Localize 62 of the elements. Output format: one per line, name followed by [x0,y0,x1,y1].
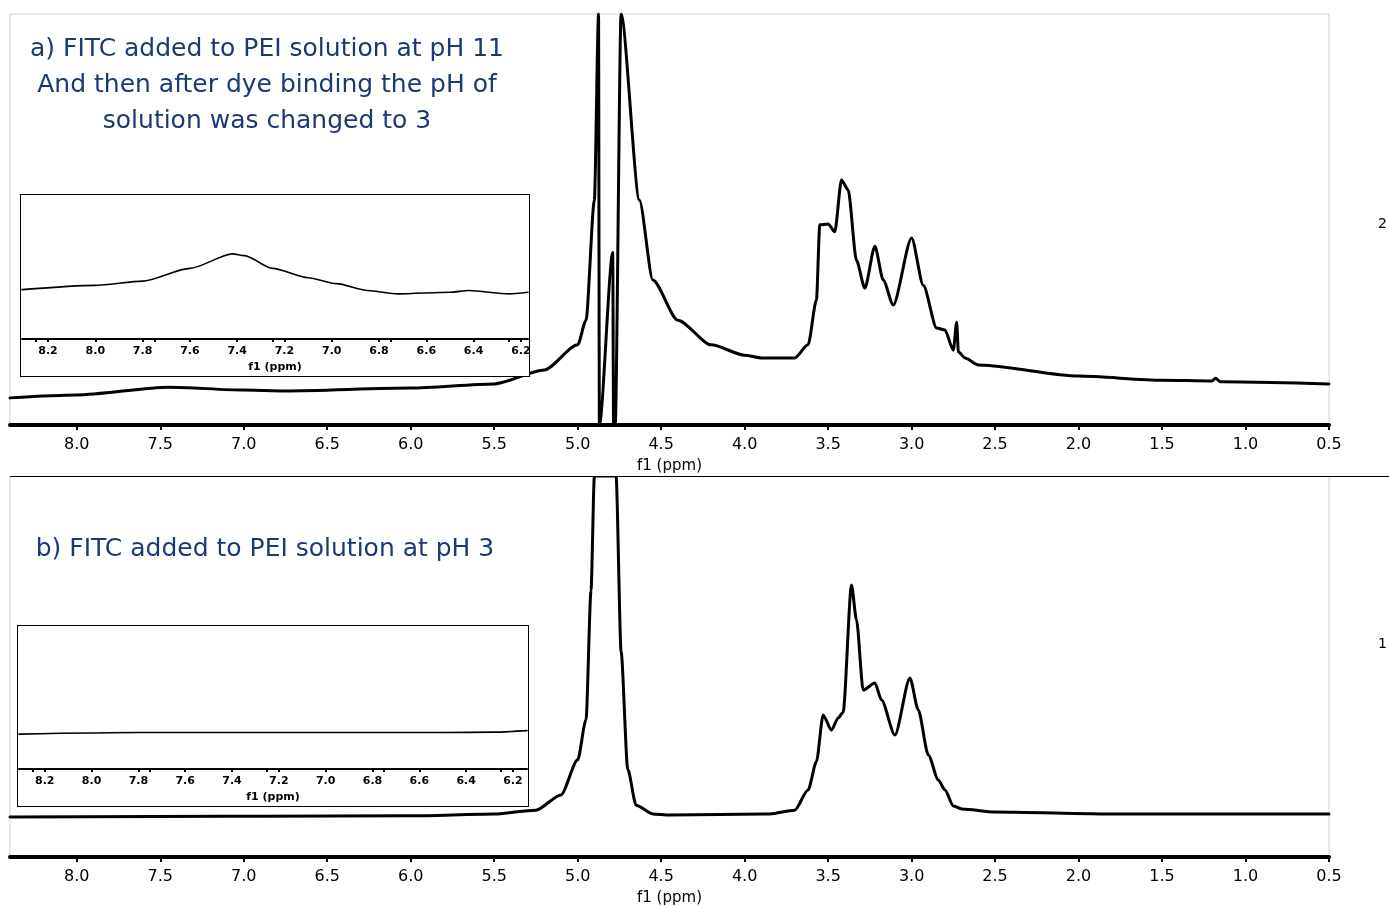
x-tick-label: 8.2 [38,344,58,357]
x-tick-label: 8.0 [64,865,90,885]
x-tick-label: 7.5 [147,865,173,885]
x-tick-label: 7.4 [222,774,243,787]
x-tick-label: 1.5 [1149,433,1175,453]
x-tick-label: 2.0 [1065,433,1092,453]
x-tick-label: 2.5 [982,865,1008,885]
x-tick-label: 8.0 [64,433,90,453]
x-tick-label: 5.0 [564,865,591,885]
text: a) FITC added to PEI solution at pH 11 And then after dye binding the pH of solution was changed to 3 [30,32,504,134]
x-tick-label: 6.4 [456,774,477,787]
x-tick-label: 0.5 [1316,865,1342,885]
x-tick-label: 5.0 [564,433,591,453]
x-tick-label: 1.0 [1232,865,1259,885]
x-tick-label: 4.5 [648,865,674,885]
x-tick-label: 6.6 [416,344,437,357]
x-axis-title: f1 (ppm) [637,455,702,474]
x-tick-label: 7.4 [227,344,248,357]
x-tick-label: 6.8 [369,344,389,357]
x-tick-label: 8.0 [81,774,102,787]
x-tick-label: 3.0 [898,865,925,885]
x-axis-title: f1 (ppm) [637,887,702,906]
text: 1 [1378,635,1387,651]
x-tick-label: 6.0 [397,865,424,885]
x-tick-label: 7.2 [274,344,295,357]
x-tick-label: 6.5 [314,433,340,453]
x-tick-label: 7.0 [315,774,336,787]
x-tick-label: 2.0 [1065,865,1092,885]
x-tick-label: 1.5 [1149,865,1175,885]
x-tick-label: 7.6 [180,344,200,357]
x-tick-label: 5.5 [481,865,507,885]
x-tick-label: 7.0 [231,433,257,453]
x-tick-label: 7.8 [132,344,153,357]
x-tick-label: 6.2 [511,344,531,357]
x-tick-label: 4.5 [648,433,674,453]
x-tick-label: 7.2 [269,774,289,787]
x-tick-label: 0.5 [1316,433,1342,453]
text: b) FITC added to PEI solution at pH 3 [35,532,495,562]
x-tick-label: 6.0 [397,433,424,453]
x-tick-label: 6.5 [314,865,340,885]
x-axis-title: f1 (ppm) [248,359,302,373]
x-tick-label: 6.6 [409,774,430,787]
x-tick-label: 7.8 [128,774,149,787]
x-tick-label: 6.2 [503,774,523,787]
x-tick-label: 8.0 [85,344,106,357]
x-tick-label: 1.0 [1232,433,1259,453]
x-tick-label: 3.5 [815,433,841,453]
x-tick-label: 4.0 [731,433,758,453]
x-tick-label: 8.2 [35,774,55,787]
x-tick-label: 4.0 [731,865,758,885]
x-axis-title: f1 (ppm) [246,789,300,803]
x-tick-label: 3.5 [815,865,841,885]
x-tick-label: 7.0 [322,344,342,357]
text: 2 [1378,215,1387,231]
x-tick-label: 7.5 [147,433,173,453]
x-tick-label: 7.0 [231,865,257,885]
x-tick-label: 6.8 [362,774,383,787]
x-tick-label: 3.0 [898,433,925,453]
x-tick-label: 2.5 [982,433,1008,453]
x-tick-label: 7.6 [175,774,196,787]
x-tick-label: 5.5 [481,433,507,453]
x-tick-label: 6.4 [463,344,484,357]
